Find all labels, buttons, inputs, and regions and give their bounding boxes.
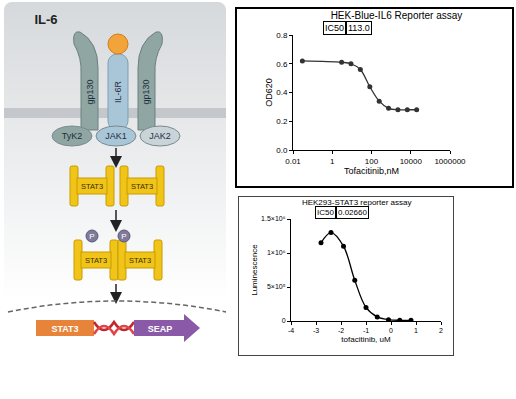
svg-text:gp130: gp130 bbox=[141, 79, 151, 104]
svg-text:tofacitinib, uM: tofacitinib, uM bbox=[341, 335, 391, 344]
svg-text:SEAP: SEAP bbox=[148, 324, 173, 334]
svg-text:1.5×10⁶: 1.5×10⁶ bbox=[261, 215, 286, 222]
svg-text:OD620: OD620 bbox=[264, 78, 274, 107]
svg-text:1×10⁶: 1×10⁶ bbox=[267, 249, 286, 256]
svg-text:IL-6R: IL-6R bbox=[113, 80, 123, 103]
svg-text:0.2: 0.2 bbox=[276, 117, 288, 126]
svg-text:-1: -1 bbox=[363, 327, 369, 334]
svg-text:JAK2: JAK2 bbox=[149, 131, 171, 141]
svg-text:5×10⁵: 5×10⁵ bbox=[267, 283, 286, 290]
svg-text:0.01: 0.01 bbox=[285, 157, 301, 166]
svg-text:-2: -2 bbox=[338, 327, 344, 334]
svg-text:Tofacitinib,nM: Tofacitinib,nM bbox=[344, 166, 399, 176]
svg-text:HEK-Blue-IL6 Reporter assay: HEK-Blue-IL6 Reporter assay bbox=[331, 10, 463, 21]
svg-text:TyK2: TyK2 bbox=[62, 131, 83, 141]
svg-text:0: 0 bbox=[389, 327, 393, 334]
svg-text:-4: -4 bbox=[288, 327, 294, 334]
svg-text:-3: -3 bbox=[313, 327, 319, 334]
svg-text:1: 1 bbox=[330, 157, 335, 166]
svg-text:0.0: 0.0 bbox=[276, 146, 288, 155]
svg-text:gp130: gp130 bbox=[85, 79, 95, 104]
svg-text:0: 0 bbox=[282, 317, 286, 324]
svg-text:1: 1 bbox=[414, 327, 418, 334]
svg-text:STAT3: STAT3 bbox=[129, 256, 151, 265]
svg-text:Luminescence: Luminescence bbox=[250, 244, 259, 296]
svg-text:STAT3: STAT3 bbox=[131, 182, 153, 191]
svg-text:IC50: IC50 bbox=[325, 23, 344, 33]
svg-text:JAK1: JAK1 bbox=[105, 131, 127, 141]
svg-text:P: P bbox=[121, 232, 126, 241]
svg-text:0.02660: 0.02660 bbox=[338, 208, 367, 217]
svg-text:113.0: 113.0 bbox=[348, 23, 370, 33]
svg-text:STAT3: STAT3 bbox=[81, 182, 103, 191]
svg-text:0.4: 0.4 bbox=[276, 88, 288, 97]
svg-text:2: 2 bbox=[439, 327, 443, 334]
svg-text:1000000: 1000000 bbox=[434, 157, 466, 166]
svg-text:IC50: IC50 bbox=[317, 208, 334, 217]
svg-text:100: 100 bbox=[365, 157, 379, 166]
svg-text:P: P bbox=[89, 232, 94, 241]
svg-text:0.8: 0.8 bbox=[276, 31, 288, 40]
svg-text:STAT3: STAT3 bbox=[85, 256, 107, 265]
svg-text:IL-6: IL-6 bbox=[34, 12, 57, 27]
svg-text:STAT3: STAT3 bbox=[51, 324, 78, 334]
svg-text:10000: 10000 bbox=[400, 157, 423, 166]
svg-text:0.6: 0.6 bbox=[276, 60, 288, 69]
svg-text:HEK293-STAT3 reporter assay: HEK293-STAT3 reporter assay bbox=[302, 198, 412, 207]
